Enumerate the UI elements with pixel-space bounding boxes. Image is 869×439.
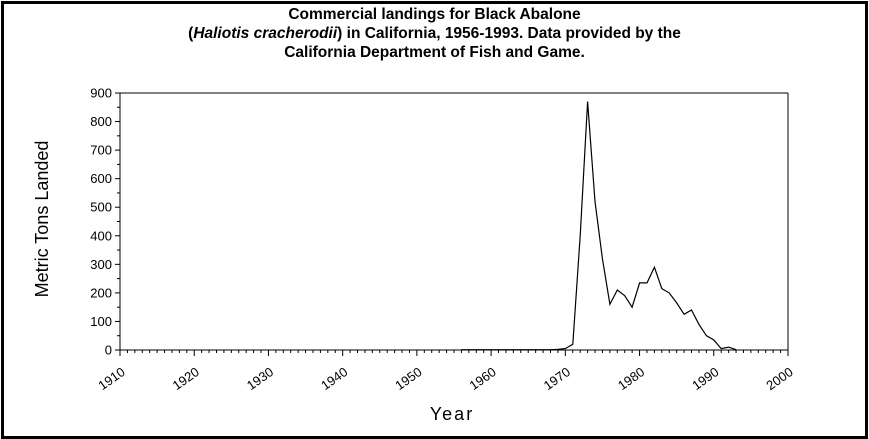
y-axis-title: Metric Tons Landed (32, 141, 52, 298)
y-tick-label: 200 (90, 285, 112, 300)
x-tick-label: 1950 (392, 364, 424, 393)
title-line-2-prefix: ( (188, 25, 194, 42)
x-tick-label: 2000 (763, 364, 795, 393)
y-tick-label: 500 (90, 200, 112, 215)
x-tick-label: 1970 (541, 364, 573, 393)
x-tick-label: 1940 (318, 364, 350, 393)
y-tick-label: 400 (90, 228, 112, 243)
title-line-3: California Department of Fish and Game. (284, 44, 585, 61)
x-tick-label: 1960 (467, 364, 499, 393)
species-name: Haliotis cracherodii (193, 25, 338, 42)
chart-title: Commercial landings for Black Abalone (H… (4, 5, 865, 62)
y-tick-label: 300 (90, 257, 112, 272)
x-tick-label: 1910 (95, 364, 127, 393)
y-tick-label: 700 (90, 143, 112, 158)
axes (119, 92, 789, 351)
y-tick-label: 100 (90, 314, 112, 329)
y-tick-label: 0 (105, 343, 112, 358)
y-tick-label: 600 (90, 171, 112, 186)
x-tick-label: 1920 (170, 364, 202, 393)
title-line-2-suffix: ) in California, 1956-1993. Data provide… (337, 25, 681, 42)
x-tick-label: 1980 (615, 364, 647, 393)
ticks (115, 92, 789, 356)
y-tick-label: 800 (90, 114, 112, 129)
x-axis-title: Year (430, 404, 474, 424)
x-tick-label: 1990 (689, 364, 721, 393)
series (461, 101, 737, 351)
title-line-1: Commercial landings for Black Abalone (288, 6, 581, 23)
x-tick-label: 1930 (244, 364, 276, 393)
tick-labels: 0 100 200 300 400 500 600 700 800 900 1910 1920 1930… (90, 86, 795, 394)
series-line (461, 101, 737, 351)
title-line-2: (Haliotis cracherodii) in California, 19… (4, 24, 865, 43)
y-tick-label: 900 (90, 86, 112, 101)
